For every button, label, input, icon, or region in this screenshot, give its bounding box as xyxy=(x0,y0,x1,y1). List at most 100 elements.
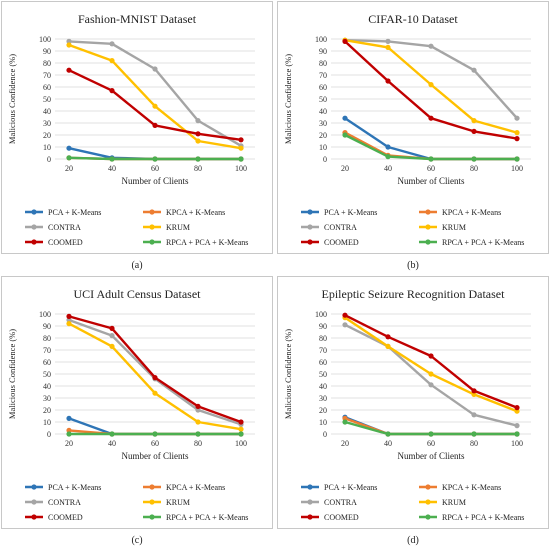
data-point xyxy=(342,115,348,121)
x-tick-label: 40 xyxy=(108,164,116,173)
y-tick-label: 30 xyxy=(319,119,327,128)
legend-label: KRUM xyxy=(442,498,466,507)
x-tick-label: 20 xyxy=(65,164,73,173)
legend-marker xyxy=(149,239,155,245)
y-tick-label: 100 xyxy=(39,310,51,319)
x-tick-label: 80 xyxy=(194,164,202,173)
y-tick-label: 40 xyxy=(319,382,327,391)
y-tick-label: 0 xyxy=(47,430,51,439)
data-point xyxy=(514,405,520,411)
legend-label: CONTRA xyxy=(324,498,357,507)
x-tick-label: 60 xyxy=(151,439,159,448)
legend-label: PCA + K-Means xyxy=(48,483,101,492)
chart-b: CIFAR-10 Dataset 0 10 20 30 40 50 60 70 80 90 100 20… xyxy=(283,12,531,247)
y-axis-label: Malicious Confidence (%) xyxy=(283,329,293,419)
data-point xyxy=(195,156,201,162)
legend-marker xyxy=(425,484,431,490)
data-point xyxy=(66,427,72,433)
legend-label: KPCA + K-Means xyxy=(442,483,501,492)
chart-title: Fashion-MNIST Dataset xyxy=(78,12,197,26)
data-point xyxy=(66,317,72,323)
data-point xyxy=(66,145,72,151)
data-point xyxy=(195,407,201,413)
y-tick-label: 50 xyxy=(43,370,51,379)
data-point xyxy=(195,118,201,124)
data-point xyxy=(109,41,115,47)
y-tick-label: 10 xyxy=(43,143,51,152)
y-tick-label: 100 xyxy=(315,310,327,319)
y-tick-label: 30 xyxy=(319,394,327,403)
data-point xyxy=(66,321,72,327)
data-point xyxy=(428,82,434,88)
data-point xyxy=(471,431,477,437)
legend-label: CONTRA xyxy=(324,223,357,232)
data-point xyxy=(385,431,391,437)
data-point xyxy=(514,156,520,162)
legend-marker xyxy=(31,484,37,490)
y-tick-label: 10 xyxy=(319,143,327,152)
y-tick-label: 70 xyxy=(319,71,327,80)
data-point xyxy=(471,118,477,124)
legend-label: KPCA + K-Means xyxy=(166,208,225,217)
y-tick-label: 60 xyxy=(319,358,327,367)
x-tick-label: 60 xyxy=(427,439,435,448)
data-point xyxy=(428,156,434,162)
data-point xyxy=(342,312,348,318)
legend-marker xyxy=(149,484,155,490)
data-point xyxy=(195,431,201,437)
data-point xyxy=(152,431,158,437)
data-point xyxy=(109,343,115,349)
y-tick-label: 50 xyxy=(319,370,327,379)
legend-marker xyxy=(31,514,37,520)
data-point xyxy=(428,115,434,121)
chart-title: UCI Adult Census Dataset xyxy=(74,287,202,301)
data-point xyxy=(428,353,434,359)
x-tick-label: 100 xyxy=(235,164,247,173)
data-point xyxy=(109,156,115,162)
y-tick-label: 0 xyxy=(323,155,327,164)
y-tick-label: 80 xyxy=(43,59,51,68)
legend-marker xyxy=(425,239,431,245)
data-point xyxy=(342,38,348,45)
x-axis-label: Number of Clients xyxy=(122,176,189,186)
y-tick-label: 40 xyxy=(43,382,51,391)
legend-marker xyxy=(31,224,37,230)
data-point xyxy=(109,431,115,437)
data-point xyxy=(152,390,158,396)
legend-marker xyxy=(307,209,313,215)
data-point xyxy=(428,382,434,388)
data-point xyxy=(471,156,477,162)
y-tick-label: 30 xyxy=(43,119,51,128)
data-point xyxy=(66,415,72,421)
y-tick-label: 0 xyxy=(323,430,327,439)
data-point xyxy=(385,154,391,160)
x-tick-label: 20 xyxy=(341,164,349,173)
legend-label: COOMED xyxy=(324,238,359,247)
series-line-coomed xyxy=(68,315,242,424)
data-point xyxy=(385,78,391,84)
data-point xyxy=(109,58,115,64)
data-point xyxy=(471,67,477,73)
data-point xyxy=(195,138,201,144)
series-line-krum xyxy=(68,43,242,150)
data-point xyxy=(385,343,391,349)
legend-label: RPCA + PCA + K-Means xyxy=(442,513,524,522)
x-tick-label: 100 xyxy=(235,439,247,448)
data-point xyxy=(195,403,201,409)
legend-marker xyxy=(149,209,155,215)
data-point xyxy=(238,137,244,143)
chart-d: Epileptic Seizure Recognition Dataset 0 10… xyxy=(283,287,531,522)
legend-label: COOMED xyxy=(324,513,359,522)
data-point xyxy=(342,419,348,425)
legend-label: KRUM xyxy=(166,498,190,507)
data-point xyxy=(428,431,434,437)
data-point xyxy=(514,431,520,437)
data-point xyxy=(471,388,477,394)
legend-marker xyxy=(31,239,37,245)
data-point xyxy=(514,130,520,136)
y-tick-label: 50 xyxy=(319,95,327,104)
caption-d: (d) xyxy=(407,535,419,546)
legend-marker xyxy=(425,499,431,505)
data-point xyxy=(66,67,72,73)
